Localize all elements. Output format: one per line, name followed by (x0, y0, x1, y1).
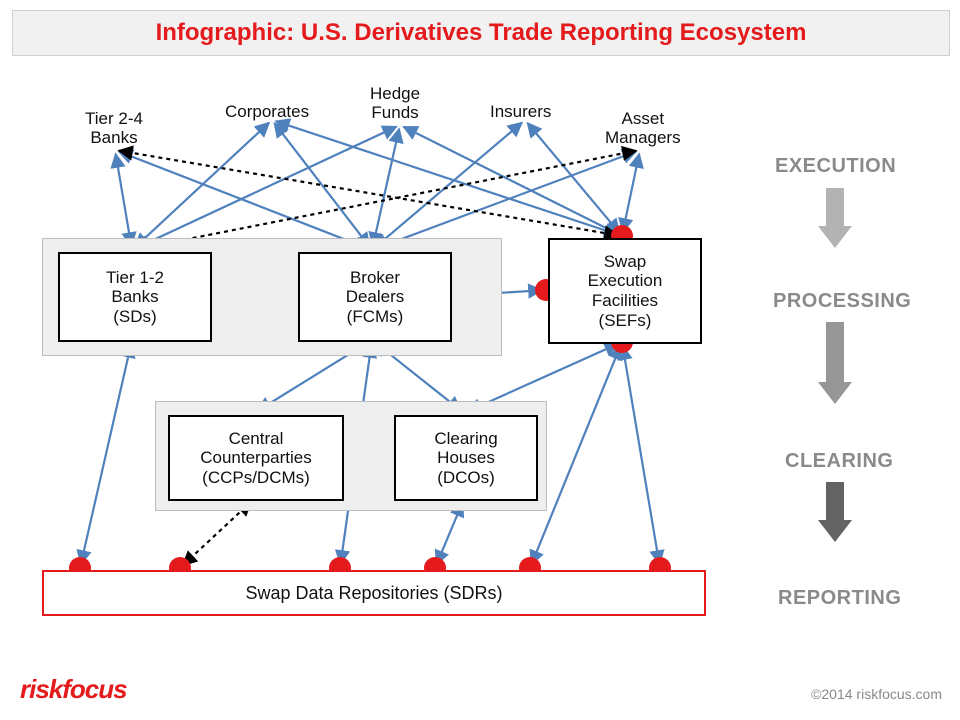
label-insurers: Insurers (490, 103, 551, 122)
box-clearing-houses: ClearingHouses(DCOs) (394, 415, 538, 501)
stage-execution: EXECUTION (775, 155, 896, 178)
label-corporates: Corporates (225, 103, 309, 122)
box-swap-data-repositories: Swap Data Repositories (SDRs) (42, 570, 706, 616)
box-swap-execution-facilities: SwapExecutionFacilities(SEFs) (548, 238, 702, 344)
label-tier24-banks: Tier 2-4Banks (85, 110, 143, 147)
label-hedge-funds: HedgeFunds (370, 85, 420, 122)
box-central-counterparties: CentralCounterparties(CCPs/DCMs) (168, 415, 344, 501)
stage-processing: PROCESSING (773, 290, 911, 313)
box-tier12-banks: Tier 1-2Banks(SDs) (58, 252, 212, 342)
riskfocus-logo: riskfocus (20, 674, 127, 705)
copyright-text: ©2014 riskfocus.com (811, 686, 942, 702)
label-asset-managers: AssetManagers (605, 110, 681, 147)
stage-clearing: CLEARING (785, 450, 893, 473)
box-broker-dealers: BrokerDealers(FCMs) (298, 252, 452, 342)
stage-reporting: REPORTING (778, 587, 901, 610)
